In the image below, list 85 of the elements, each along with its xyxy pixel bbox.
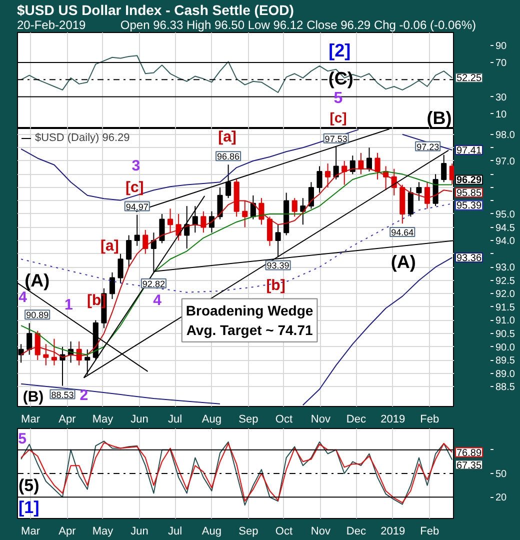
y-tick-label: 91.0 — [496, 316, 516, 327]
annotation: 2 — [80, 387, 88, 404]
y-tick-label: 10 — [496, 109, 508, 120]
y-tick-label: 98.0 — [496, 130, 516, 141]
annotation: [2] — [328, 40, 351, 61]
data-label: 95.39 — [456, 200, 482, 212]
annotation: [a] — [218, 128, 236, 146]
data-label: 97.41 — [456, 146, 482, 157]
x-tick-label: Apr — [58, 414, 76, 426]
x-tick-label: Jun — [130, 414, 148, 426]
y-tick-label: 93.0 — [496, 262, 516, 274]
y-tick-label: 20 — [496, 492, 508, 504]
x-tick-label: Nov — [310, 414, 331, 426]
text: Open 96.33 High 96.50 Low 96.12 Close 96.29 Chg -0.06 (-0.06%) — [120, 18, 476, 32]
y-tick-label: 92.0 — [496, 289, 516, 300]
data-label: 95.85 — [456, 188, 482, 199]
x-tick-label: Feb — [420, 526, 440, 538]
x-tick-label: Dec — [346, 414, 366, 426]
y-tick-label: 94.5 — [496, 222, 516, 234]
annotation: Broadening Wedge Avg. Target ~ 74.71 — [186, 302, 314, 338]
y-tick-label: 88.5 — [496, 382, 516, 394]
x-tick-label: Apr — [58, 526, 76, 538]
annotation: 92.82 — [142, 278, 165, 289]
x-tick-label: Feb — [420, 414, 440, 426]
annotation: 97.23 — [416, 142, 440, 152]
data-label: 76.89 — [456, 448, 482, 459]
annotation: 4 — [18, 288, 28, 306]
y-tick-label: 92.5 — [496, 276, 516, 287]
annotation: (A) — [390, 252, 416, 272]
x-tick-label: Dec — [346, 526, 366, 538]
chart-subtitle: 20-Feb-2019 — [17, 18, 86, 32]
y-tick-label: 94.0 — [496, 236, 516, 248]
y-tick-label: 90.0 — [496, 342, 516, 354]
y-tick-label: 89.0 — [496, 368, 516, 380]
y-tick-label: 50 — [496, 469, 508, 480]
x-tick-label: Nov — [310, 526, 331, 538]
annotation: (A) — [24, 270, 50, 290]
chart-title: $USD US Dollar Index - Cash Settle (EOD) — [17, 2, 295, 18]
x-tick-label: 2019 — [380, 414, 406, 426]
annotation: 96.86 — [217, 152, 240, 162]
x-tick-label: 2019 — [380, 526, 406, 538]
x-tick-label: Jun — [130, 526, 148, 538]
y-tick-label: 30 — [496, 92, 508, 104]
x-tick-label: Sep — [238, 414, 258, 426]
annotation: 5 — [18, 430, 26, 448]
annotation: [c] — [125, 178, 144, 196]
annotation: (B) — [22, 388, 44, 406]
y-tick-label: 90.5 — [496, 328, 516, 340]
x-tick-label: Aug — [202, 526, 222, 538]
annotation: 3 — [132, 157, 140, 174]
y-tick-label: 95.0 — [496, 210, 516, 220]
x-tick-label: Oct — [275, 414, 293, 426]
annotation: [a] — [100, 237, 119, 254]
data-label: 67.35 — [456, 460, 482, 472]
x-tick-label: May — [92, 414, 114, 426]
x-tick-label: Sep — [238, 526, 258, 538]
annotation: 93.39 — [266, 260, 290, 271]
annotation: 94.97 — [126, 202, 148, 212]
annotation: [c] — [330, 109, 347, 126]
y-tick-label: 90 — [496, 40, 508, 52]
x-tick-label: Jul — [168, 526, 182, 538]
x-tick-label: May — [92, 526, 114, 538]
y-tick-label: 70 — [496, 58, 508, 69]
annotation: 88.53 — [51, 390, 74, 400]
annotation: (5) — [18, 476, 40, 495]
y-tick-label: 91.5 — [496, 302, 516, 314]
y-tick-label: 89.5 — [496, 356, 516, 367]
x-tick-label: Mar — [21, 526, 40, 538]
x-tick-label: Mar — [21, 414, 40, 426]
annotation: 97.53 — [324, 134, 348, 144]
x-tick-label: Oct — [275, 526, 293, 538]
data-label: 52.25 — [456, 73, 482, 84]
y-tick-label: 97.0 — [496, 156, 516, 168]
text: 96.29 — [456, 175, 482, 186]
annotation: [1] — [18, 498, 40, 517]
annotation: 4 — [153, 292, 162, 309]
annotation: [b] — [266, 277, 286, 294]
legend-label: $USD (Daily) 96.29 — [35, 132, 130, 144]
annotation: (B) — [426, 108, 452, 128]
x-tick-label: Aug — [202, 414, 222, 426]
x-tick-label: Jul — [168, 414, 182, 426]
annotation: 90.89 — [26, 310, 49, 320]
annotation: 1 — [64, 296, 73, 314]
annotation: 94.64 — [391, 228, 414, 238]
data-label: 93.36 — [456, 253, 482, 264]
